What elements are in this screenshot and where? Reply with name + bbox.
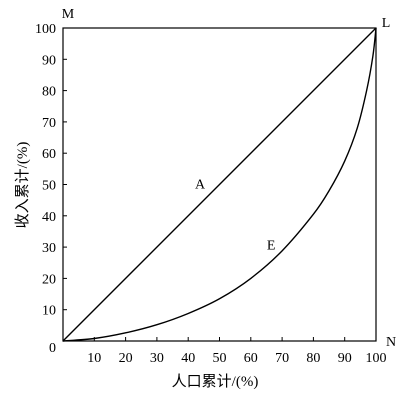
y-tick-label-10: 10 — [42, 304, 56, 319]
y-tick-label-90: 90 — [42, 53, 56, 68]
y-tick-label-70: 70 — [42, 116, 56, 131]
y-tick-label-60: 60 — [42, 147, 56, 162]
series-A-line — [62, 27, 377, 342]
x-tick-label-50: 50 — [213, 351, 227, 366]
x-tick-label-100: 100 — [366, 351, 387, 366]
y-tick-label-0: 0 — [49, 341, 56, 356]
series-group — [62, 27, 377, 342]
series-E-line — [62, 27, 377, 342]
corner-label-N: N — [386, 335, 396, 350]
series-label-E: E — [267, 238, 276, 253]
axis-ticks — [63, 58, 346, 341]
series-labels: AE — [195, 178, 275, 254]
x-tick-label-80: 80 — [306, 351, 320, 366]
y-axis-title: 收入累计/(%) — [14, 142, 31, 229]
corner-label-L: L — [382, 16, 391, 31]
x-tick-label-10: 10 — [87, 351, 101, 366]
axis-tick-labels: 0 10 20 30 40 50 60 70 80 90 100 10 20 30 40 50 60 70 80 90… — [35, 22, 387, 366]
x-tick-label-30: 30 — [150, 351, 164, 366]
corner-label-M: M — [62, 7, 75, 22]
x-axis-title: 人口累计/(%) — [172, 373, 259, 390]
x-tick-label-60: 60 — [244, 351, 258, 366]
corner-annotations: M L N — [62, 7, 396, 350]
x-tick-label-70: 70 — [275, 351, 289, 366]
y-tick-label-30: 30 — [42, 241, 56, 256]
y-tick-label-100: 100 — [35, 22, 56, 37]
y-tick-label-20: 20 — [42, 272, 56, 287]
x-tick-label-40: 40 — [181, 351, 195, 366]
y-tick-label-40: 40 — [42, 210, 56, 225]
y-tick-label-80: 80 — [42, 85, 56, 100]
y-tick-label-50: 50 — [42, 179, 56, 194]
series-label-A: A — [195, 178, 206, 193]
x-tick-label-90: 90 — [338, 351, 352, 366]
x-tick-label-20: 20 — [119, 351, 133, 366]
